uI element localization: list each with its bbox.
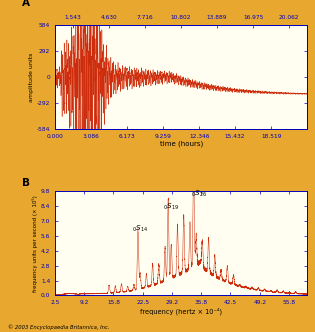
Text: $_0S_{14}$: $_0S_{14}$ bbox=[132, 224, 148, 234]
Text: © 2003 Encyclopaedia Britannica, Inc.: © 2003 Encyclopaedia Britannica, Inc. bbox=[8, 325, 109, 330]
Text: A: A bbox=[22, 0, 30, 8]
Text: $_0S_{19}$: $_0S_{19}$ bbox=[163, 202, 180, 211]
X-axis label: time (hours): time (hours) bbox=[159, 141, 203, 147]
Text: $_0S_{26}$: $_0S_{26}$ bbox=[191, 189, 207, 199]
Y-axis label: frequency units per second (× 10⁵): frequency units per second (× 10⁵) bbox=[32, 195, 38, 292]
Y-axis label: amplitude units: amplitude units bbox=[29, 52, 34, 102]
X-axis label: frequency (hertz × 10⁻⁴): frequency (hertz × 10⁻⁴) bbox=[140, 307, 222, 315]
Text: B: B bbox=[22, 178, 30, 188]
